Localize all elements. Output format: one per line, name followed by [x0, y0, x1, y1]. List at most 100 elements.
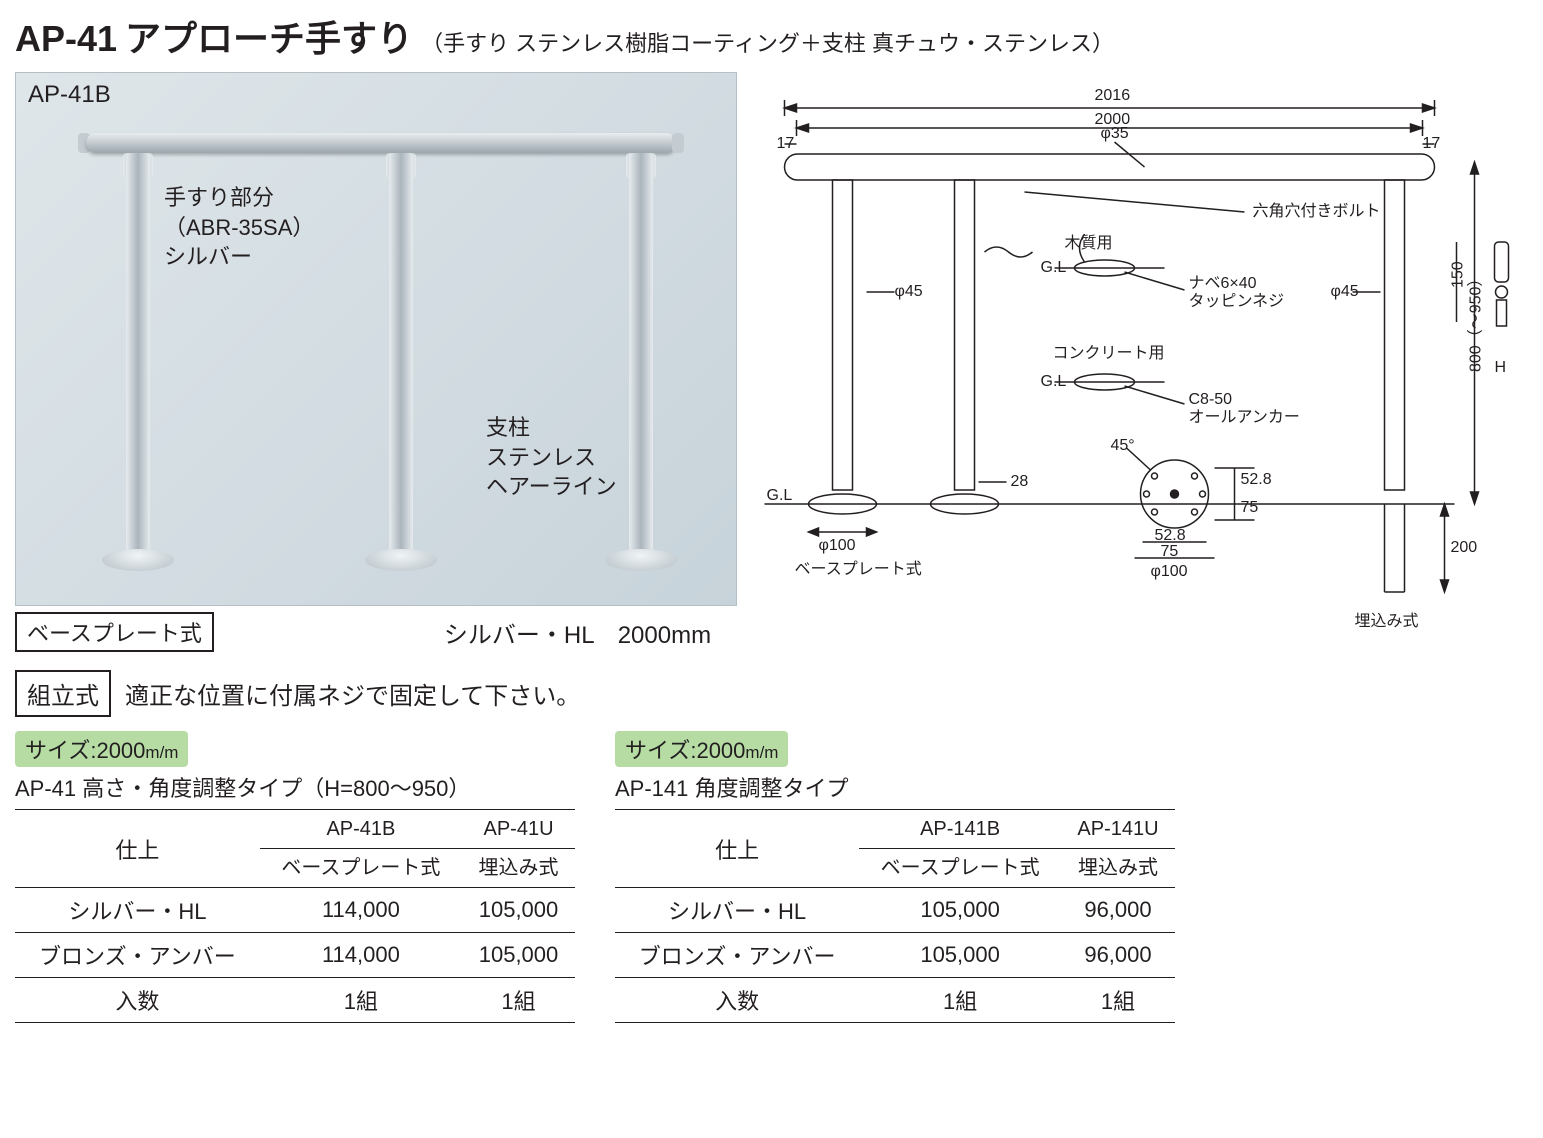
plate-h2: 75: [1241, 499, 1259, 516]
r3-c1-r: 1組: [859, 978, 1061, 1023]
post-1: [126, 153, 150, 553]
rail-annotation-l3: シルバー: [164, 244, 252, 269]
th-finish-r: 仕上: [615, 810, 859, 888]
table-left-title: AP-41 高さ・角度調整タイプ（H=800～950）: [15, 771, 575, 803]
title-code: AP-41: [15, 18, 117, 60]
r1-c1-l: 114,000: [260, 888, 462, 933]
diagram-svg: 2016 2000 17 17 φ35 六角穴付きボルト 木質用 G.L ナベ6…: [751, 72, 1528, 648]
post-base-1: [102, 549, 174, 571]
rail-annotation: 手すり部分 （ABR-35SA） シルバー: [164, 183, 314, 272]
anchor-label: オールアンカー: [1189, 409, 1300, 426]
size-pill-left: サイズ:2000m/m: [15, 731, 188, 767]
gl-concrete: G.L: [1041, 373, 1067, 390]
r2-c2-l: 105,000: [462, 933, 575, 978]
rail-dia: φ35: [1101, 125, 1129, 142]
post-3: [629, 153, 653, 553]
r3-c2-r: 1組: [1061, 978, 1175, 1023]
th-c1b-l: ベースプレート式: [260, 849, 462, 888]
r1-c1-r: 105,000: [859, 888, 1061, 933]
hex-bolt-label: 六角穴付きボルト: [1253, 202, 1381, 220]
embed-depth: 200: [1451, 539, 1478, 556]
r1-c2-r: 96,000: [1061, 888, 1175, 933]
plate-dia: φ100: [1151, 563, 1188, 580]
table-left-col: サイズ:2000m/m AP-41 高さ・角度調整タイプ（H=800～950） …: [15, 731, 575, 1023]
r3-label-l: 入数: [15, 978, 260, 1023]
gl-main: G.L: [767, 487, 793, 504]
plate-w1: 52.8: [1155, 527, 1186, 544]
tables-section: サイズ:2000m/m AP-41 高さ・角度調整タイプ（H=800～950） …: [15, 731, 1528, 1023]
joint-150: 150: [1450, 261, 1467, 288]
c8-label: C8-50: [1189, 391, 1233, 408]
th-c2b-r: 埋込み式: [1061, 849, 1175, 888]
title-row: AP-41 アプローチ手すり （手すり ステンレス樹脂コーティング＋支柱 真チュ…: [15, 10, 1528, 62]
base-dia: φ100: [819, 537, 856, 554]
baseplate-type-label: ベースプレート式: [795, 560, 922, 578]
upper-section: AP-41B 手すり部分 （ABR-35SA） シルバー 支柱 ステンレス ヘア…: [15, 72, 1528, 652]
r2-label-r: ブロンズ・アンバー: [615, 933, 859, 978]
r3-c2-l: 1組: [462, 978, 575, 1023]
size-label-right: サイズ:2000: [625, 738, 745, 763]
tapping-label: タッピンネジ: [1189, 292, 1285, 310]
photo-bottom-row: ベースプレート式 シルバー・HL 2000mm: [15, 612, 737, 652]
size-unit-left: m/m: [145, 743, 178, 762]
plate-h1: 52.8: [1241, 471, 1272, 488]
rail-annotation-l2: （ABR-35SA）: [164, 215, 314, 240]
r2-c2-r: 96,000: [1061, 933, 1175, 978]
title-name: アプローチ手すり: [125, 10, 413, 62]
nabe-label: ナベ6×40: [1189, 275, 1257, 292]
post-dia-l: φ45: [895, 283, 923, 300]
embed-type-label: 埋込み式: [1355, 612, 1419, 630]
h-range: 800（～950）: [1467, 271, 1485, 372]
table-right-title: AP-141 角度調整タイプ: [615, 771, 1175, 803]
post-annotation-l3: ヘアーライン: [486, 474, 617, 499]
r1-label-r: シルバー・HL: [615, 888, 859, 933]
post-dia-r: φ45: [1331, 283, 1359, 300]
photo-finish-size: シルバー・HL 2000mm: [444, 615, 711, 650]
r2-label-l: ブロンズ・アンバー: [15, 933, 260, 978]
r2-c1-l: 114,000: [260, 933, 462, 978]
th-c2b-l: 埋込み式: [462, 849, 575, 888]
plate-angle: 45°: [1111, 437, 1135, 454]
baseplate-label-box: ベースプレート式: [15, 612, 214, 652]
depth-28: 28: [1011, 473, 1029, 490]
title-sub: （手すり ステンレス樹脂コーティング＋支柱 真チュウ・ステンレス）: [421, 26, 1114, 58]
size-unit-right: m/m: [745, 743, 778, 762]
dim-cap-l: 17: [777, 135, 795, 152]
concrete-label: コンクリート用: [1053, 344, 1165, 362]
h-label: H: [1495, 359, 1507, 376]
r2-c1-r: 105,000: [859, 933, 1061, 978]
post-2: [389, 153, 413, 553]
th-c1t-l: AP-41B: [260, 810, 462, 849]
size-pill-right: サイズ:2000m/m: [615, 731, 788, 767]
dim-2016: 2016: [1095, 87, 1131, 104]
th-c2t-l: AP-41U: [462, 810, 575, 849]
assembly-note: 適正な位置に付属ネジで固定して下さい。: [125, 676, 580, 711]
wood-label: 木質用: [1065, 234, 1113, 252]
photo-model-label: AP-41B: [28, 81, 111, 109]
post-annotation-l1: 支柱: [486, 415, 530, 440]
r1-c2-l: 105,000: [462, 888, 575, 933]
r1-label-l: シルバー・HL: [15, 888, 260, 933]
assembly-box: 組立式: [15, 670, 111, 717]
r3-label-r: 入数: [615, 978, 859, 1023]
gl-wood: G.L: [1041, 259, 1067, 276]
table-right-col: サイズ:2000m/m AP-141 角度調整タイプ 仕上 AP-141B AP…: [615, 731, 1175, 1023]
th-c2t-r: AP-141U: [1061, 810, 1175, 849]
rail-endcap-right: [672, 133, 684, 153]
product-photo: AP-41B 手すり部分 （ABR-35SA） シルバー 支柱 ステンレス ヘア…: [15, 72, 737, 606]
th-c1b-r: ベースプレート式: [859, 849, 1061, 888]
post-base-3: [605, 549, 677, 571]
dim-cap-r: 17: [1423, 135, 1441, 152]
spec-table-left: 仕上 AP-41B AP-41U ベースプレート式 埋込み式 シルバー・HL 1…: [15, 809, 575, 1023]
rail-annotation-l1: 手すり部分: [164, 185, 274, 210]
plate-w2: 75: [1161, 543, 1179, 560]
assembly-row: 組立式 適正な位置に付属ネジで固定して下さい。: [15, 670, 1528, 717]
post-base-2: [365, 549, 437, 571]
th-finish-l: 仕上: [15, 810, 260, 888]
post-annotation-l2: ステンレス: [486, 445, 596, 470]
post-annotation: 支柱 ステンレス ヘアーライン: [486, 413, 617, 502]
handrail-bar: [86, 133, 676, 153]
th-c1t-r: AP-141B: [859, 810, 1061, 849]
spec-table-right: 仕上 AP-141B AP-141U ベースプレート式 埋込み式 シルバー・HL…: [615, 809, 1175, 1023]
r3-c1-l: 1組: [260, 978, 462, 1023]
